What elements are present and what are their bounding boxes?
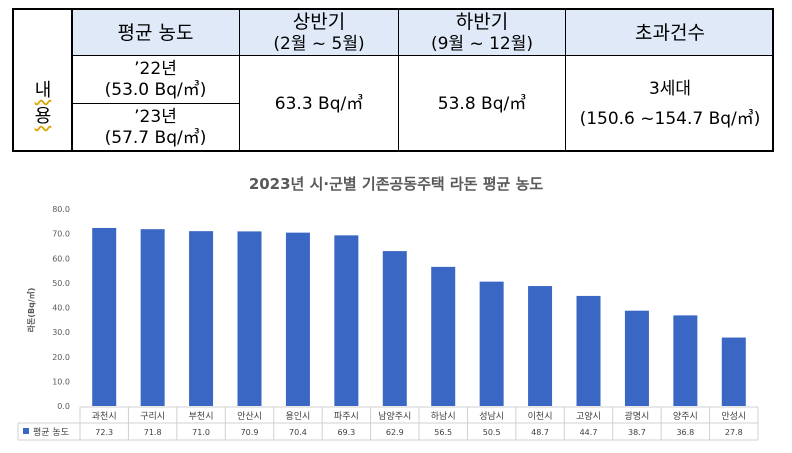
category-label: 남양주시: [378, 411, 411, 422]
y-tick-label: 50.0: [52, 279, 70, 288]
data-label: 56.5: [434, 428, 452, 437]
exceed-range: (150.6 ~154.7 Bq/㎥): [579, 109, 761, 129]
header-exceed-count: 초과건수: [635, 21, 705, 44]
second-half-value: 53.8 Bq/㎥: [437, 93, 527, 114]
y-tick-label: 70.0: [52, 230, 70, 239]
bar-안성시: [721, 337, 746, 406]
avg-2023-value: (57.7 Bq/㎥): [104, 128, 207, 148]
avg-2023: ’23년 (57.7 Bq/㎥): [72, 104, 239, 152]
category-label: 용인시: [286, 411, 311, 422]
row-header: 내 용: [14, 56, 72, 152]
y-tick-label: 40.0: [52, 304, 70, 313]
category-label: 과천시: [92, 411, 117, 422]
category-label: 부천시: [189, 411, 214, 422]
summary-table: 내 용 평균 농도 상반기 (2월 ~ 5월) 하반기 (9월 ~ 12월) 초…: [12, 8, 774, 152]
header-first-half: 상반기 (2월 ~ 5월): [240, 10, 398, 55]
bar-광명시: [624, 310, 649, 406]
table-header-row: [72, 10, 772, 56]
exceed-count: 3세대: [648, 79, 692, 99]
y-tick-label: 60.0: [52, 254, 70, 263]
first-half-value: 63.3 Bq/㎥: [274, 93, 364, 114]
row-header-char-1: 내: [34, 80, 52, 101]
bar-양주시: [673, 315, 698, 406]
category-label: 파주시: [334, 411, 359, 422]
legend-label: 평균 농도: [33, 427, 69, 438]
y-tick-label: 0.0: [57, 402, 70, 411]
data-label: 71.8: [144, 428, 162, 437]
y-tick-label: 20.0: [52, 353, 70, 362]
data-label: 62.9: [386, 428, 404, 437]
bar-구리시: [140, 229, 165, 406]
bar-용인시: [285, 232, 310, 406]
header-first-half-title: 상반기: [292, 10, 346, 33]
category-label: 안성시: [721, 411, 746, 422]
data-label: 70.9: [241, 428, 259, 437]
category-label: 고양시: [576, 411, 601, 422]
category-label: 이천시: [528, 411, 553, 422]
data-label: 27.8: [725, 428, 743, 437]
category-label: 구리시: [140, 411, 165, 422]
header-second-half-period: (9월 ~ 12월): [430, 33, 534, 54]
exceed-value: 3세대 (150.6 ~154.7 Bq/㎥): [566, 56, 774, 152]
bar-하남시: [431, 266, 456, 406]
y-tick-label: 80.0: [52, 205, 70, 214]
legend-swatch: [23, 428, 29, 434]
header-average: 평균 농도: [117, 21, 194, 44]
data-label: 50.5: [483, 428, 501, 437]
data-label: 36.8: [676, 428, 694, 437]
header-first-half-period: (2월 ~ 5월): [273, 33, 365, 54]
bar-남양주시: [382, 251, 407, 406]
data-label: 69.3: [337, 428, 355, 437]
y-axis-label: 라돈(Bq/㎥): [26, 288, 36, 333]
avg-2022-year: ’22년: [134, 58, 177, 79]
category-label: 안산시: [237, 411, 262, 422]
avg-2022: ’22년 (53.0 Bq/㎥): [72, 56, 239, 103]
bar-과천시: [92, 227, 117, 406]
bar-성남시: [479, 281, 504, 406]
avg-2023-year: ’23년: [134, 107, 177, 127]
data-label: 71.0: [192, 428, 210, 437]
category-label: 광명시: [625, 410, 650, 422]
avg-2022-value: (53.0 Bq/㎥): [104, 79, 207, 100]
header-second-half-title: 하반기: [455, 10, 509, 33]
bar-고양시: [576, 295, 601, 406]
header-second-half: 하반기 (9월 ~ 12월): [399, 10, 565, 55]
chart-title: 2023년 시·군별 기존공동주택 라돈 평균 농도: [248, 175, 544, 193]
bar-파주시: [334, 235, 359, 406]
y-tick-label: 30.0: [52, 328, 70, 337]
data-label: 44.7: [580, 428, 598, 437]
data-label: 48.7: [531, 428, 549, 437]
bar-이천시: [528, 286, 553, 406]
category-label: 하남시: [431, 411, 456, 422]
y-tick-label: 10.0: [52, 377, 70, 386]
category-label: 양주시: [673, 411, 698, 422]
category-label: 성남시: [479, 411, 504, 422]
data-label: 70.4: [289, 428, 307, 437]
data-label: 38.7: [628, 428, 646, 437]
data-label: 72.3: [95, 428, 113, 437]
bar-부천시: [189, 231, 214, 406]
row-header-char-2: 용: [34, 106, 52, 127]
bar-안산시: [237, 231, 262, 406]
